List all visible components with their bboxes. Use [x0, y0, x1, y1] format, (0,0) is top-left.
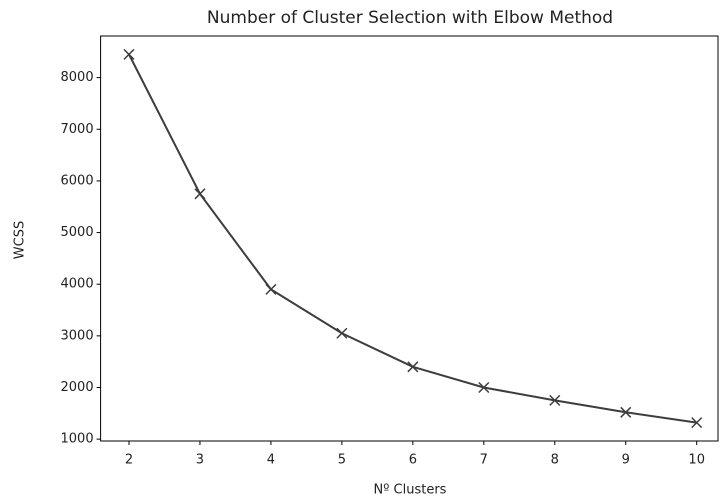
y-tick-label: 1000 [61, 432, 94, 447]
x-tick-label: 6 [409, 453, 417, 468]
marker [265, 283, 277, 295]
x-tick-label: 9 [622, 453, 630, 468]
x-axis-label: Nº Clusters [374, 483, 447, 498]
x-tick-label: 3 [196, 453, 204, 468]
y-tick-label: 7000 [61, 122, 94, 137]
marker [336, 327, 348, 339]
marker [478, 381, 490, 394]
marker [620, 406, 632, 418]
marker [549, 394, 561, 406]
marker [407, 361, 419, 373]
marker [123, 48, 135, 60]
chart-title: Number of Cluster Selection with Elbow M… [207, 8, 613, 28]
x-tick-label: 8 [551, 453, 559, 468]
marker [194, 188, 206, 200]
x-tick-label: 10 [688, 453, 705, 468]
x-tick-label: 7 [480, 453, 488, 468]
y-tick-label: 8000 [61, 70, 94, 85]
plot-frame [100, 35, 719, 442]
x-tick-label: 5 [338, 453, 346, 468]
y-axis-label: WCSS [13, 221, 28, 259]
x-tick-label: 4 [267, 453, 275, 468]
y-tick-label: 2000 [61, 380, 94, 395]
marker [691, 417, 703, 429]
y-tick-label: 4000 [61, 277, 94, 292]
y-tick-label: 3000 [61, 328, 94, 343]
x-tick-label: 2 [125, 453, 133, 468]
y-tick-label: 5000 [61, 225, 94, 240]
y-tick-label: 6000 [61, 173, 94, 188]
